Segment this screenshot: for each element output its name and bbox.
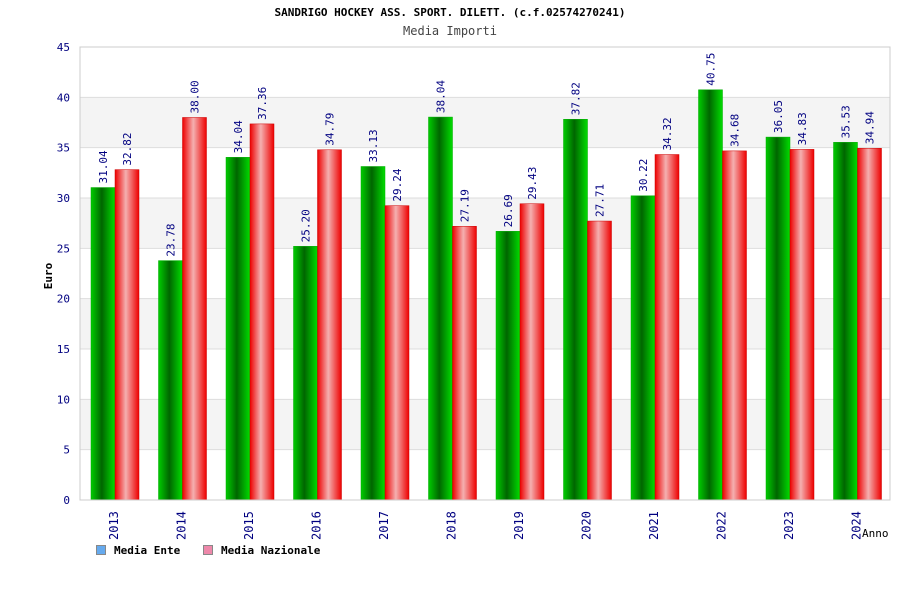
x-axis-label: Anno: [862, 527, 889, 540]
x-tick-label: 2021: [647, 511, 661, 540]
bar-media-ente-2023: [765, 136, 791, 501]
bar-media-nazionale-2021: [654, 154, 680, 501]
legend-swatch-media-ente: [96, 545, 106, 555]
data-label: 37.36: [256, 87, 269, 120]
data-label: 34.83: [796, 112, 809, 145]
y-tick-label: 0: [63, 494, 70, 507]
legend-label-media-nazionale: Media Nazionale: [221, 543, 321, 557]
legend-label-media-ente: Media Ente: [114, 543, 181, 557]
data-label: 36.05: [772, 100, 785, 133]
bar-media-nazionale-2013: [114, 169, 140, 501]
background-band: [80, 248, 890, 299]
bar-media-ente-2024: [833, 142, 858, 501]
data-label: 34.68: [729, 114, 742, 147]
data-label: 29.24: [391, 168, 404, 201]
bar-media-nazionale-2017: [384, 205, 410, 501]
data-label: 38.00: [189, 80, 202, 113]
x-tick-label: 2018: [444, 511, 458, 540]
data-label: 34.94: [864, 111, 877, 144]
y-tick-label: 15: [57, 343, 70, 356]
data-label: 38.04: [435, 80, 448, 113]
legend-swatch-media-nazionale: [203, 545, 213, 555]
background-band: [80, 97, 890, 148]
x-tick-label: 2019: [512, 511, 526, 540]
bar-media-ente-2016: [293, 246, 318, 501]
x-tick-label: 2020: [579, 511, 593, 540]
bar-media-ente-2014: [158, 260, 183, 501]
bar-media-ente-2018: [428, 116, 453, 501]
bar-media-ente-2013: [90, 187, 116, 501]
y-tick-label: 20: [57, 293, 70, 306]
data-label: 34.79: [324, 113, 337, 146]
x-tick-label: 2024: [849, 511, 863, 540]
x-tick-label: 2014: [174, 511, 188, 540]
data-label: 35.53: [840, 105, 853, 138]
bar-media-nazionale-2024: [857, 148, 882, 501]
x-tick-label: 2015: [242, 511, 256, 540]
bar-media-ente-2017: [360, 166, 386, 501]
chart-subtitle: Media Importi: [403, 24, 497, 38]
bar-media-nazionale-2018: [452, 226, 477, 501]
bar-media-ente-2019: [495, 231, 521, 501]
background-band: [80, 47, 890, 98]
y-tick-label: 5: [63, 444, 70, 457]
data-label: 32.82: [121, 132, 134, 165]
x-tick-label: 2017: [377, 511, 391, 540]
bar-media-nazionale-2016: [317, 149, 342, 501]
background-band: [80, 399, 890, 450]
bar-media-ente-2021: [630, 195, 656, 501]
y-tick-label: 45: [57, 41, 70, 54]
data-label: 33.13: [367, 129, 380, 162]
data-label: 27.71: [594, 184, 607, 217]
bar-media-nazionale-2019: [519, 203, 545, 501]
bar-media-ente-2022: [698, 89, 723, 501]
y-tick-label: 35: [57, 142, 70, 155]
data-label: 26.69: [502, 194, 515, 227]
background-band: [80, 147, 890, 198]
y-tick-label: 25: [57, 242, 70, 255]
background-band: [80, 198, 890, 249]
bar-media-nazionale-2022: [722, 150, 747, 501]
data-label: 30.22: [637, 159, 650, 192]
x-tick-label: 2022: [714, 511, 728, 540]
background-band: [80, 349, 890, 400]
bar-media-nazionale-2020: [587, 220, 612, 501]
chart-title: SANDRIGO HOCKEY ASS. SPORT. DILETT. (c.f…: [274, 6, 626, 19]
data-label: 34.04: [232, 120, 245, 153]
background-band: [80, 298, 890, 349]
legend-item-media-nazionale: Media Nazionale: [203, 542, 320, 558]
data-label: 27.19: [459, 189, 472, 222]
data-label: 31.04: [97, 150, 110, 183]
y-tick-label: 30: [57, 192, 70, 205]
y-tick-label: 10: [57, 393, 70, 406]
data-label: 25.20: [300, 209, 313, 242]
y-tick-label: 40: [57, 91, 70, 104]
x-tick-label: 2013: [107, 511, 121, 540]
x-tick-label: 2023: [782, 511, 796, 540]
x-tick-label: 2016: [309, 511, 323, 540]
background-band: [80, 449, 890, 500]
data-label: 40.75: [705, 53, 718, 86]
legend-item-media-ente: Media Ente: [96, 542, 180, 558]
data-label: 37.82: [570, 82, 583, 115]
data-label: 23.78: [165, 223, 178, 256]
plot-frame: [79, 46, 891, 501]
bar-media-nazionale-2014: [182, 117, 207, 501]
bar-media-ente-2015: [225, 157, 251, 501]
y-axis-label: Euro: [42, 262, 55, 289]
data-label: 34.32: [661, 117, 674, 150]
bar-media-nazionale-2023: [789, 149, 815, 501]
bar-media-nazionale-2015: [249, 123, 275, 501]
data-label: 29.43: [526, 167, 539, 200]
bar-media-ente-2020: [563, 119, 588, 501]
